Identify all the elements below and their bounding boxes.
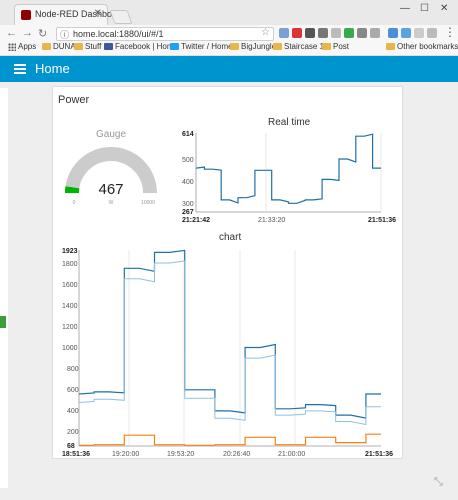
url-text: home.local:1880/ui/#/1 — [73, 29, 164, 39]
extension-icon[interactable] — [318, 28, 328, 38]
extension-icon[interactable] — [279, 28, 289, 38]
gauge-max: 10000 — [141, 200, 155, 206]
realtime-chart: 614 500 400 300 267 21:21:42 21:33:20 21… — [182, 131, 396, 224]
chart-x-tick: 21:00:00 — [278, 451, 305, 458]
rt-y-tick: 614 — [182, 131, 194, 138]
extension-icon[interactable] — [414, 28, 424, 38]
chart-title: chart — [219, 232, 242, 243]
gauge-value: 467 — [98, 181, 123, 198]
browser-tab[interactable]: Node-RED Dashboard ✕ — [14, 4, 125, 25]
chart-y-tick: 1600 — [62, 282, 78, 289]
bookmark-folder[interactable]: Post — [322, 42, 349, 51]
realtime-series-line — [195, 133, 381, 204]
bookmark-link[interactable]: Facebook | Home — [104, 42, 178, 51]
title-bar: Node-RED Dashboard ✕ — ☐ ✕ — [0, 0, 458, 26]
chart-y-tick: 68 — [67, 443, 75, 450]
extension-icon[interactable] — [344, 28, 354, 38]
folder-icon — [273, 43, 282, 50]
rt-y-tick: 400 — [182, 179, 194, 186]
chart-y-tick: 1400 — [62, 303, 78, 310]
chart-y-tick: 600 — [67, 387, 79, 394]
maximize-icon[interactable]: ☐ — [420, 3, 429, 14]
chart-y-tick: 1200 — [62, 324, 78, 331]
extension-icon[interactable] — [388, 28, 398, 38]
realtime-title: Real time — [268, 117, 311, 128]
rt-x-tick: 21:33:20 — [258, 217, 285, 224]
bookmark-apps[interactable]: Apps — [8, 42, 36, 51]
chart-y-tick: 1000 — [62, 345, 78, 352]
chart-series-line — [78, 249, 381, 419]
rt-x-tick: 21:51:36 — [368, 217, 396, 224]
chart-x-tick: 21:51:36 — [365, 451, 393, 458]
bookmark-folder[interactable]: Staircase 13 — [273, 42, 328, 51]
close-window-icon[interactable]: ✕ — [440, 3, 449, 14]
history-chart: 1923 1800 1600 1400 1200 1000 800 600 40… — [62, 248, 393, 458]
extension-icon[interactable] — [357, 28, 367, 38]
chart-series-line — [79, 433, 381, 446]
dashboard-title: Home — [35, 61, 70, 76]
minimize-icon[interactable]: — — [400, 3, 410, 14]
extension-icon[interactable] — [331, 28, 341, 38]
gauge-unit: W — [109, 200, 114, 206]
rt-y-tick: 500 — [182, 157, 194, 164]
forward-icon[interactable]: → — [22, 27, 33, 39]
side-panel-edge — [0, 88, 8, 488]
gauge-track — [65, 147, 157, 194]
extension-icon[interactable] — [427, 28, 437, 38]
close-tab-icon[interactable]: ✕ — [93, 8, 102, 19]
rt-y-tick: 300 — [182, 201, 194, 208]
info-icon[interactable]: ⓘ — [60, 30, 70, 40]
browser-menu-icon[interactable]: ⋮ — [444, 25, 456, 39]
bookmarks-bar: Apps DUNA Stuff Facebook | Home Twitter … — [0, 41, 458, 56]
extension-icon[interactable] — [401, 28, 411, 38]
extension-icon[interactable] — [292, 28, 302, 38]
back-icon[interactable]: ← — [6, 27, 17, 39]
rt-x-tick: 21:21:42 — [182, 217, 210, 224]
gauge-min: 0 — [73, 200, 76, 206]
folder-icon — [230, 43, 239, 50]
chart-y-tick: 800 — [67, 366, 79, 373]
chart-x-tick: 18:51:36 — [62, 451, 90, 458]
gauge-title: Gauge — [96, 129, 127, 140]
extension-icon[interactable] — [305, 28, 315, 38]
reload-icon[interactable]: ↻ — [38, 28, 48, 40]
chart-x-tick: 20:26:40 — [223, 451, 250, 458]
tab-title: Node-RED Dashboard — [35, 9, 126, 19]
apps-icon — [8, 42, 16, 51]
bookmark-link[interactable]: Twitter / Home — [170, 42, 233, 51]
menu-icon[interactable] — [14, 64, 26, 74]
node-red-icon — [21, 10, 31, 20]
chart-y-tick: 1800 — [62, 261, 78, 268]
bookmark-folder[interactable]: DUNA — [42, 42, 76, 51]
chart-x-tick: 19:53:20 — [167, 451, 194, 458]
extension-icon[interactable] — [370, 28, 380, 38]
rt-y-tick: 267 — [182, 209, 194, 216]
chart-y-tick: 1923 — [62, 248, 78, 255]
gauge: 467 0 W 10000 — [65, 147, 157, 206]
chart-x-tick: 19:20:00 — [112, 451, 139, 458]
resize-corner-icon[interactable]: ⤡ — [434, 476, 443, 488]
chart-y-tick: 400 — [67, 408, 79, 415]
chart-series-line — [78, 260, 381, 426]
facebook-icon — [104, 43, 113, 50]
bookmark-star-icon[interactable]: ☆ — [261, 27, 270, 38]
address-bar[interactable]: ⓘ home.local:1880/ui/#/1 ☆ — [56, 27, 274, 41]
twitter-icon — [170, 43, 179, 50]
folder-icon — [74, 43, 83, 50]
chart-y-tick: 200 — [67, 429, 79, 436]
folder-icon — [322, 43, 331, 50]
dashboard-header: Home — [0, 56, 458, 82]
bookmark-folder[interactable]: BigJungle — [230, 42, 276, 51]
bookmark-folder-other[interactable]: Other bookmarks — [386, 42, 458, 51]
folder-icon — [386, 43, 395, 50]
bookmark-folder[interactable]: Stuff — [74, 42, 101, 51]
group-title: Power — [58, 94, 90, 106]
folder-icon — [42, 43, 51, 50]
